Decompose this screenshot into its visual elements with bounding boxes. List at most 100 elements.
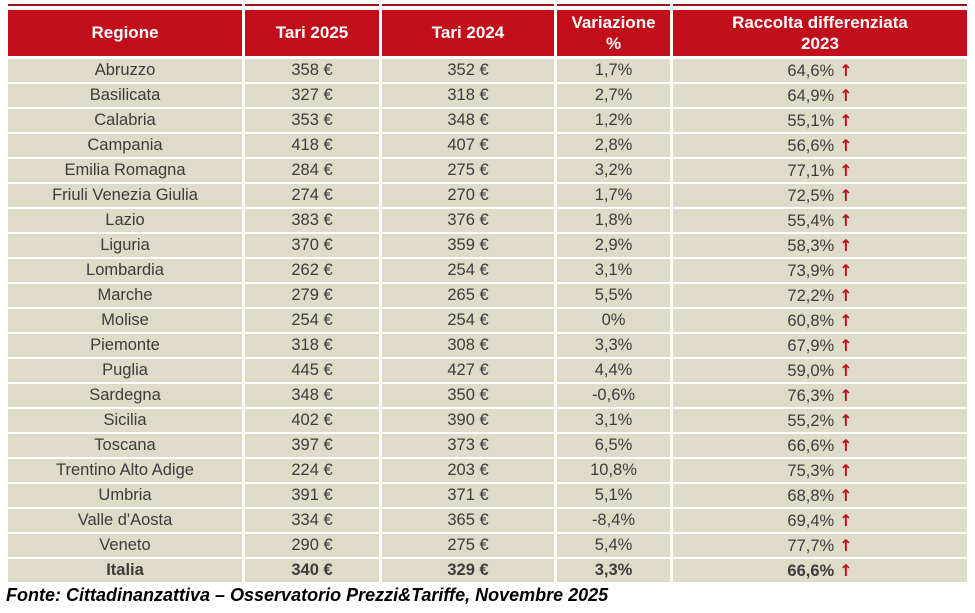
- region-cell: Calabria: [8, 109, 245, 134]
- table-row: Valle d'Aosta 334 € 365 € -8,4% 69,4% ↑: [8, 509, 967, 534]
- raccolta-cell: 67,9% ↑: [673, 334, 967, 359]
- region-cell: Emilia Romagna: [8, 159, 245, 184]
- region-cell: Molise: [8, 309, 245, 334]
- tari-2024-cell: 275 €: [382, 534, 557, 559]
- tari-table: Regione Tari 2025 Tari 2024 Variazione %…: [8, 4, 967, 584]
- tari-2024-cell: 329 €: [382, 559, 557, 584]
- arrow-up-icon: ↑: [839, 185, 853, 205]
- arrow-up-icon: ↑: [839, 510, 853, 530]
- raccolta-cell: 64,9% ↑: [673, 84, 967, 109]
- region-cell: Trentino Alto Adige: [8, 459, 245, 484]
- region-cell: Lombardia: [8, 259, 245, 284]
- region-cell: Puglia: [8, 359, 245, 384]
- tari-2024-cell: 359 €: [382, 234, 557, 259]
- tari-2024-cell: 371 €: [382, 484, 557, 509]
- raccolta-cell: 75,3% ↑: [673, 459, 967, 484]
- raccolta-cell: 76,3% ↑: [673, 384, 967, 409]
- tari-2024-cell: 365 €: [382, 509, 557, 534]
- raccolta-value: 75,3%: [787, 461, 835, 480]
- tari-2024-cell: 407 €: [382, 134, 557, 159]
- col-header-tari-2025: Tari 2025: [245, 4, 382, 59]
- region-cell: Sardegna: [8, 384, 245, 409]
- tari-2025-cell: 358 €: [245, 59, 382, 84]
- variazione-cell: 2,7%: [557, 84, 673, 109]
- raccolta-value: 64,6%: [787, 61, 835, 80]
- tari-2025-cell: 402 €: [245, 409, 382, 434]
- tari-2025-cell: 274 €: [245, 184, 382, 209]
- tari-2025-cell: 370 €: [245, 234, 382, 259]
- raccolta-value: 72,2%: [787, 286, 835, 305]
- table-row: Basilicata 327 € 318 € 2,7% 64,9% ↑: [8, 84, 967, 109]
- region-cell: Piemonte: [8, 334, 245, 359]
- raccolta-value: 77,7%: [787, 536, 835, 555]
- raccolta-cell: 55,1% ↑: [673, 109, 967, 134]
- raccolta-value: 55,4%: [787, 211, 835, 230]
- raccolta-value: 72,5%: [787, 186, 835, 205]
- raccolta-value: 56,6%: [787, 136, 835, 155]
- raccolta-cell: 77,7% ↑: [673, 534, 967, 559]
- table-row: Veneto 290 € 275 € 5,4% 77,7% ↑: [8, 534, 967, 559]
- tari-2025-cell: 418 €: [245, 134, 382, 159]
- raccolta-value: 73,9%: [787, 261, 835, 280]
- tari-2025-cell: 334 €: [245, 509, 382, 534]
- tari-2024-cell: 254 €: [382, 309, 557, 334]
- region-cell: Basilicata: [8, 84, 245, 109]
- tari-2024-cell: 203 €: [382, 459, 557, 484]
- tari-2024-cell: 390 €: [382, 409, 557, 434]
- tari-2025-cell: 224 €: [245, 459, 382, 484]
- tari-2024-cell: 254 €: [382, 259, 557, 284]
- arrow-up-icon: ↑: [839, 260, 853, 280]
- raccolta-value: 69,4%: [787, 511, 835, 530]
- variazione-cell: 5,4%: [557, 534, 673, 559]
- raccolta-value: 66,6%: [787, 436, 835, 455]
- raccolta-cell: 59,0% ↑: [673, 359, 967, 384]
- tari-2024-cell: 427 €: [382, 359, 557, 384]
- arrow-up-icon: ↑: [839, 385, 853, 405]
- region-cell: Liguria: [8, 234, 245, 259]
- arrow-up-icon: ↑: [839, 310, 853, 330]
- arrow-up-icon: ↑: [839, 485, 853, 505]
- tari-2024-cell: 265 €: [382, 284, 557, 309]
- raccolta-cell: 55,2% ↑: [673, 409, 967, 434]
- arrow-up-icon: ↑: [839, 535, 853, 555]
- table-row: Puglia 445 € 427 € 4,4% 59,0% ↑: [8, 359, 967, 384]
- tari-2024-cell: 348 €: [382, 109, 557, 134]
- region-cell: Abruzzo: [8, 59, 245, 84]
- table-row: Calabria 353 € 348 € 1,2% 55,1% ↑: [8, 109, 967, 134]
- raccolta-value: 67,9%: [787, 336, 835, 355]
- raccolta-value: 68,8%: [787, 486, 835, 505]
- table-row: Sardegna 348 € 350 € -0,6% 76,3% ↑: [8, 384, 967, 409]
- table-row: Marche 279 € 265 € 5,5% 72,2% ↑: [8, 284, 967, 309]
- arrow-up-icon: ↑: [839, 160, 853, 180]
- region-cell: Friuli Venezia Giulia: [8, 184, 245, 209]
- raccolta-value: 66,6%: [787, 561, 835, 580]
- variazione-cell: 2,9%: [557, 234, 673, 259]
- variazione-cell: 3,1%: [557, 409, 673, 434]
- variazione-cell: 3,3%: [557, 334, 673, 359]
- tari-2024-cell: 352 €: [382, 59, 557, 84]
- variazione-cell: 1,7%: [557, 184, 673, 209]
- tari-2024-cell: 308 €: [382, 334, 557, 359]
- tari-2025-cell: 327 €: [245, 84, 382, 109]
- variazione-cell: 1,2%: [557, 109, 673, 134]
- tari-2025-cell: 353 €: [245, 109, 382, 134]
- raccolta-value: 60,8%: [787, 311, 835, 330]
- source-note: Fonte: Cittadinanzattiva – Osservatorio …: [6, 585, 609, 605]
- arrow-up-icon: ↑: [839, 235, 853, 255]
- region-cell: Valle d'Aosta: [8, 509, 245, 534]
- tari-2025-cell: 262 €: [245, 259, 382, 284]
- variazione-cell: 1,7%: [557, 59, 673, 84]
- raccolta-cell: 69,4% ↑: [673, 509, 967, 534]
- raccolta-cell: 55,4% ↑: [673, 209, 967, 234]
- col-header-raccolta: Raccolta differenziata 2023: [673, 4, 967, 59]
- arrow-up-icon: ↑: [839, 110, 853, 130]
- tari-table-container: Regione Tari 2025 Tari 2024 Variazione %…: [8, 4, 967, 584]
- variazione-cell: 0%: [557, 309, 673, 334]
- region-cell: Umbria: [8, 484, 245, 509]
- raccolta-value: 58,3%: [787, 236, 835, 255]
- raccolta-cell: 66,6% ↑: [673, 434, 967, 459]
- tari-2025-cell: 391 €: [245, 484, 382, 509]
- arrow-up-icon: ↑: [839, 560, 853, 580]
- tari-2025-cell: 290 €: [245, 534, 382, 559]
- tari-2024-cell: 373 €: [382, 434, 557, 459]
